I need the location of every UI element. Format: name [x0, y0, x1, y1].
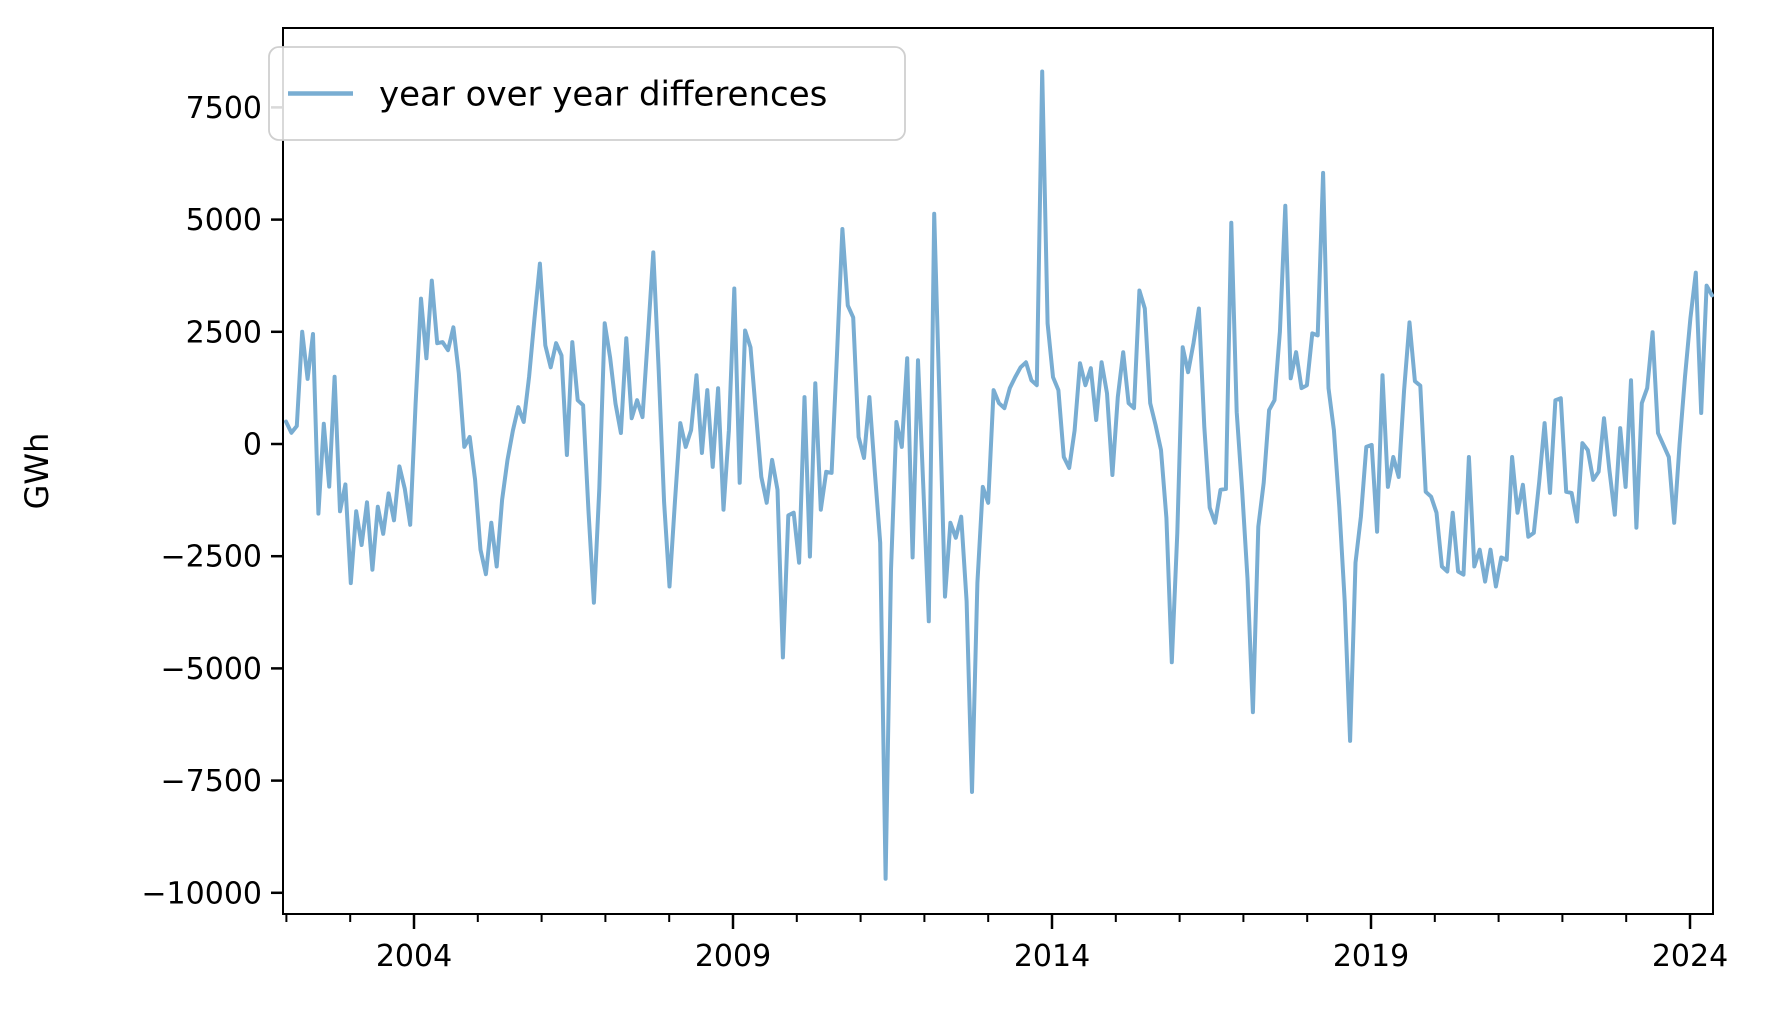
yoy-differences-line	[284, 69, 1714, 881]
y-tick-label: −2500	[161, 540, 262, 575]
data-series-line	[284, 69, 1714, 881]
y-tick-label: 2500	[186, 315, 262, 350]
legend: year over year differences	[268, 46, 906, 141]
x-tick-label: 2004	[376, 939, 452, 974]
y-axis-ticks: 7500 5000 2500 0 −2500 −5000 −7500 −10000	[141, 91, 283, 911]
y-axis-label: GWh	[18, 433, 56, 510]
legend-box	[268, 46, 906, 141]
x-tick-label: 2024	[1652, 939, 1728, 974]
plot-frame	[282, 27, 1714, 915]
y-tick-label: −10000	[141, 876, 262, 911]
y-tick-label: −5000	[161, 652, 262, 687]
y-tick-label: 5000	[186, 203, 262, 238]
legend-label: year over year differences	[379, 75, 827, 115]
y-tick-label: −7500	[161, 764, 262, 799]
x-axis-ticks: 2004 2009 2014 2019 2024	[285, 914, 1728, 974]
y-tick-label: 0	[243, 428, 262, 463]
x-tick-label: 2014	[1014, 939, 1090, 974]
x-tick-label: 2019	[1333, 939, 1409, 974]
x-tick-label: 2009	[695, 939, 771, 974]
y-tick-label: 7500	[186, 91, 262, 126]
